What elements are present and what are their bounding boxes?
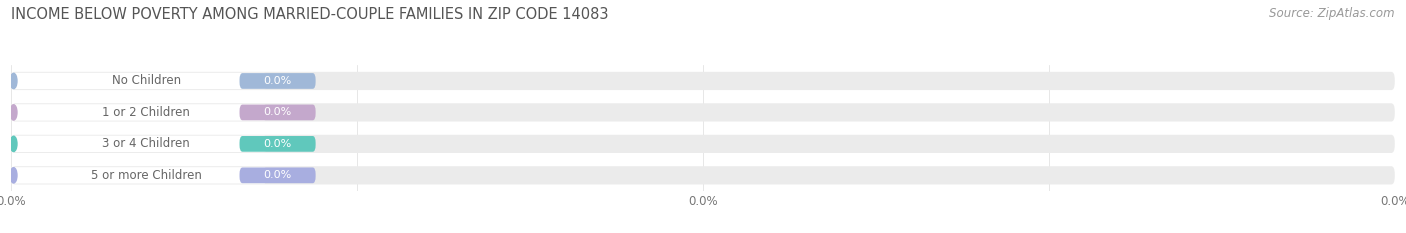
FancyBboxPatch shape [239, 105, 315, 120]
Text: 3 or 4 Children: 3 or 4 Children [103, 137, 190, 150]
Text: 5 or more Children: 5 or more Children [91, 169, 201, 182]
Text: 0.0%: 0.0% [263, 139, 291, 149]
FancyBboxPatch shape [239, 168, 315, 183]
Circle shape [10, 105, 17, 120]
Text: Source: ZipAtlas.com: Source: ZipAtlas.com [1270, 7, 1395, 20]
FancyBboxPatch shape [11, 136, 267, 152]
FancyBboxPatch shape [11, 166, 1395, 185]
Text: 0.0%: 0.0% [263, 107, 291, 117]
FancyBboxPatch shape [11, 73, 267, 89]
FancyBboxPatch shape [11, 103, 1395, 122]
FancyBboxPatch shape [11, 104, 267, 121]
FancyBboxPatch shape [11, 167, 267, 184]
Circle shape [10, 136, 17, 151]
Text: 1 or 2 Children: 1 or 2 Children [103, 106, 190, 119]
Text: 0.0%: 0.0% [263, 76, 291, 86]
FancyBboxPatch shape [11, 135, 1395, 153]
Text: No Children: No Children [111, 75, 181, 87]
Circle shape [10, 73, 17, 89]
FancyBboxPatch shape [239, 136, 315, 152]
Text: INCOME BELOW POVERTY AMONG MARRIED-COUPLE FAMILIES IN ZIP CODE 14083: INCOME BELOW POVERTY AMONG MARRIED-COUPL… [11, 7, 609, 22]
FancyBboxPatch shape [239, 73, 315, 89]
FancyBboxPatch shape [11, 72, 1395, 90]
Text: 0.0%: 0.0% [263, 170, 291, 180]
Circle shape [10, 168, 17, 183]
